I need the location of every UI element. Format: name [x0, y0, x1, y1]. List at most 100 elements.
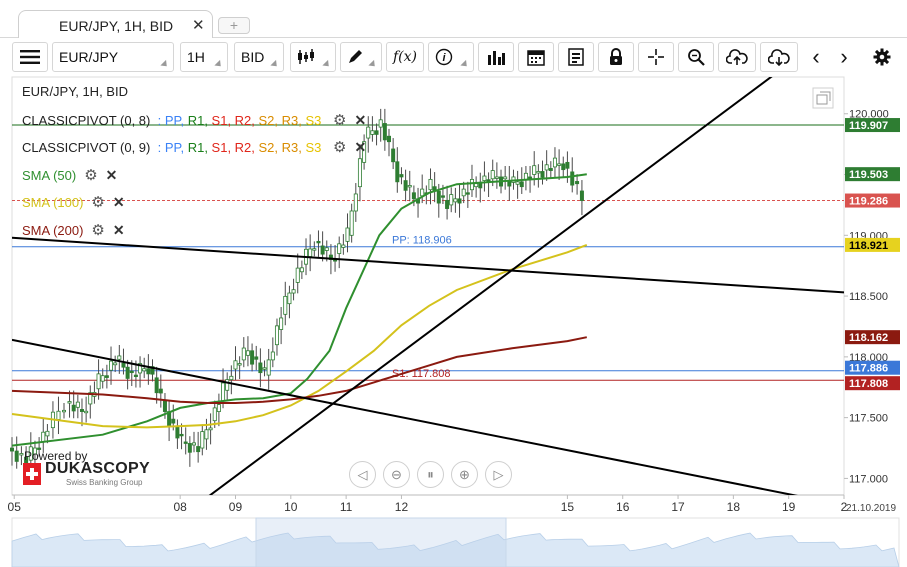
indicator-settings-icon[interactable]: ⚙ [333, 112, 347, 129]
candle-body [175, 426, 180, 439]
brand-name: DUKASCOPY [45, 460, 150, 477]
candle-body [146, 368, 151, 375]
trendlines[interactable] [12, 23, 844, 506]
legend-row: SMA (100) ⚙ ✕ [22, 193, 125, 211]
candle-body [570, 171, 575, 186]
indicator-settings-icon[interactable]: ⚙ [333, 139, 347, 156]
scroll-left-button[interactable]: ‹ [804, 42, 828, 72]
x-tick-label: 09 [229, 500, 243, 514]
hamburger-icon [20, 50, 40, 64]
candles-icon [298, 49, 314, 64]
candle-body [445, 199, 450, 209]
indicator-remove-icon[interactable]: ✕ [112, 194, 125, 210]
candle-body [233, 360, 238, 370]
indicator-settings-icon[interactable]: ⚙ [84, 167, 98, 184]
candle-body [403, 180, 408, 191]
candle-body [270, 351, 275, 361]
calendar-button[interactable] [518, 42, 554, 72]
crosshair-button[interactable] [638, 42, 674, 72]
trendline[interactable] [12, 338, 844, 505]
download-button[interactable] [760, 42, 798, 72]
legend-row: CLASSICPIVOT (0, 8) : PP, R1, S1, R2, S2… [22, 111, 366, 129]
indicator-settings-icon[interactable]: ⚙ [91, 222, 105, 239]
magnifier-icon [688, 49, 705, 66]
candle-body [158, 388, 163, 394]
add-tab-button[interactable]: + [218, 17, 250, 34]
y-axis: 117.000117.500118.000118.500119.000119.5… [844, 109, 889, 485]
candle-body [449, 194, 454, 206]
zoom-in-button[interactable]: ⊕ [451, 461, 478, 488]
instrument-select[interactable]: EUR/JPY [52, 42, 174, 72]
candle-body [212, 407, 217, 422]
function-icon: f(x) [392, 49, 417, 65]
zoom-out-button[interactable]: ⊖ [383, 461, 410, 488]
lock-button[interactable] [598, 42, 634, 72]
calendar-icon [527, 50, 545, 66]
candle-body [71, 404, 76, 412]
candle-body [179, 433, 184, 437]
candle-body [254, 356, 259, 360]
candle-body [453, 198, 458, 203]
series [11, 173, 588, 447]
x-tick-label: 16 [616, 500, 630, 514]
info-button[interactable]: i [428, 42, 474, 72]
price-tag-label: 117.808 [849, 378, 888, 390]
expand-icon[interactable] [812, 87, 834, 109]
indicator-remove-icon[interactable]: ✕ [112, 222, 125, 238]
navigator-area [11, 532, 900, 567]
candle-body [494, 176, 499, 179]
price-tag [845, 167, 900, 182]
tab-close-icon[interactable]: ✕ [192, 17, 205, 34]
upload-button[interactable] [718, 42, 756, 72]
period-value: 1H [187, 49, 205, 65]
price-tag-label: 119.286 [849, 196, 888, 208]
indicator-remove-icon[interactable]: ✕ [354, 112, 367, 128]
indicators-button[interactable]: f(x) [386, 42, 424, 72]
indicator-remove-icon[interactable]: ✕ [105, 167, 118, 183]
side-select[interactable]: BID [234, 42, 284, 72]
legend-pivot-s1: S1, [211, 140, 235, 155]
chart-type-button[interactable] [290, 42, 336, 72]
candle-body [515, 181, 520, 185]
draw-tool-button[interactable] [340, 42, 382, 72]
candle-body [9, 447, 14, 452]
scroll-right-button[interactable]: › [832, 42, 856, 72]
candle-body [324, 247, 329, 251]
indicator-settings-icon[interactable]: ⚙ [91, 194, 105, 211]
zoom-button[interactable] [678, 42, 714, 72]
scroll-back-button[interactable]: ◁ [349, 461, 376, 488]
scroll-forward-button[interactable]: ▷ [485, 461, 512, 488]
pause-button[interactable]: ⏸ [417, 461, 444, 488]
candle-body [204, 429, 209, 440]
y-tick-label: 117.000 [849, 473, 888, 485]
chart-tab[interactable]: EUR/JPY, 1H, BID ✕ [18, 10, 213, 38]
navigator-window[interactable] [255, 517, 507, 567]
legend-pivot-pp: PP, [164, 113, 188, 128]
cloud-upload-icon [726, 49, 748, 65]
settings-button[interactable] [868, 42, 896, 72]
legend-pivot-r2: R2, [234, 140, 259, 155]
x-tick-label: 18 [727, 500, 741, 514]
trendline[interactable] [197, 23, 844, 506]
period-select[interactable]: 1H [180, 42, 228, 72]
candle-body [382, 123, 387, 141]
candle-body [104, 375, 109, 378]
legend-row: CLASSICPIVOT (0, 9) : PP, R1, S1, R2, S2… [22, 138, 366, 156]
candle-body [366, 126, 371, 139]
indicator-remove-icon[interactable]: ✕ [354, 139, 367, 155]
candle-body [345, 227, 350, 242]
menu-button[interactable] [12, 42, 48, 72]
pencil-icon [349, 50, 362, 63]
navigator[interactable] [11, 517, 900, 567]
legend-pivot-s2: S2, [258, 113, 282, 128]
template-button[interactable] [558, 42, 594, 72]
plot-frame [11, 76, 845, 496]
candle-body [528, 176, 533, 179]
candle-body [362, 141, 367, 163]
candle-body [478, 183, 483, 189]
volume-button[interactable] [478, 42, 514, 72]
candle-body [266, 359, 271, 376]
candle-body [75, 401, 80, 408]
trendline[interactable] [12, 236, 844, 294]
